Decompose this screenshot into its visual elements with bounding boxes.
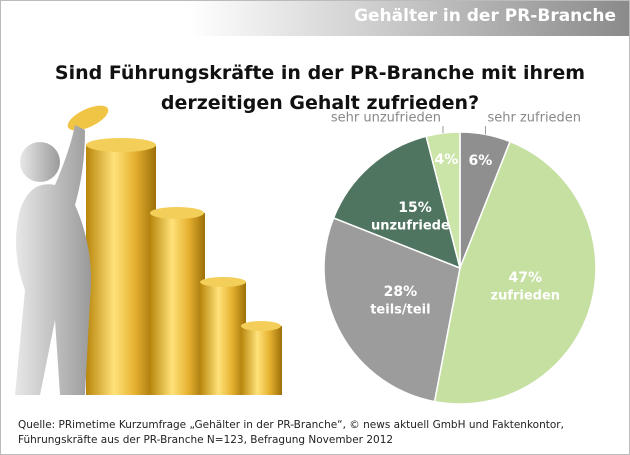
category-label: sehr zufrieden <box>487 111 581 126</box>
category-label: unzufrieden <box>371 218 459 233</box>
value-label: 47% <box>509 270 543 286</box>
pie-slice <box>433 140 597 405</box>
category-label: zufrieden <box>491 288 561 303</box>
pie-slice <box>323 216 461 403</box>
value-label: 15% <box>398 200 432 216</box>
value-label: 6% <box>468 153 492 169</box>
value-label: 28% <box>384 284 418 300</box>
category-label: sehr unzufrieden <box>331 111 441 126</box>
header-title: Gehälter in der PR-Branche <box>354 6 616 26</box>
illustration <box>15 105 282 395</box>
pie-slice <box>425 131 461 269</box>
chart-title: Sind Führungskräfte in der PR-Branche mi… <box>54 62 586 114</box>
source-note: Quelle: PRimetime Kurzumfrage „Gehälter … <box>18 419 564 446</box>
category-label: teils/teil <box>370 302 430 317</box>
header-band <box>0 0 630 36</box>
pie-slice <box>332 135 462 270</box>
value-label: 4% <box>434 152 458 168</box>
